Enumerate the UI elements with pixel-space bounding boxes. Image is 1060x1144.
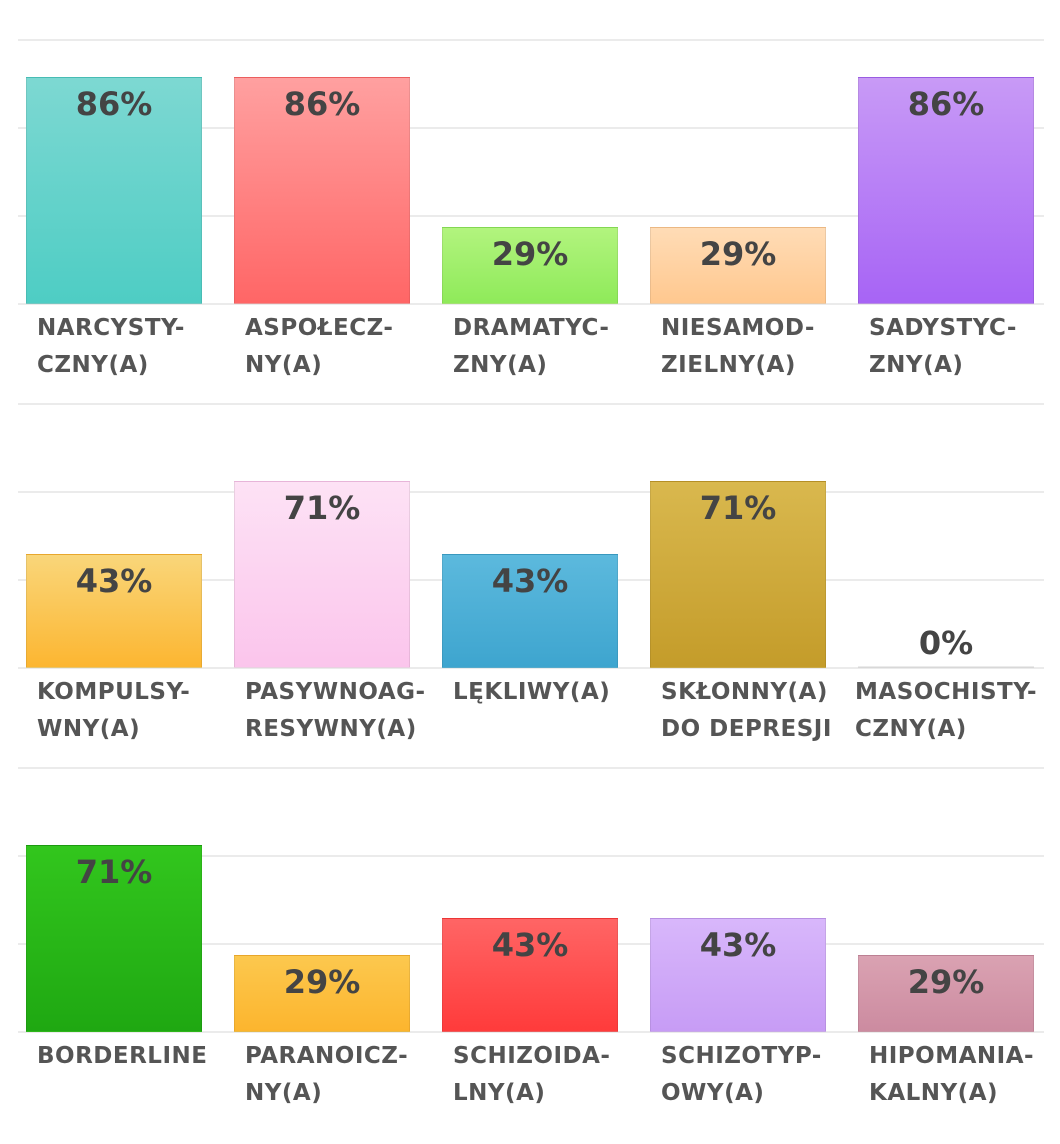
bar [442,227,618,304]
category-label-line: KALNY(A) [869,1080,999,1106]
bar [26,844,202,1032]
value-label: 0% [918,624,974,662]
gridline [18,127,1044,129]
category-label-line: PASYWNOAG- [245,679,426,705]
category-label-line: DO DEPRESJI [661,716,832,742]
value-label: 29% [907,963,985,1002]
value-label: 71% [75,852,153,891]
category-label: SKŁONNY(A) DO DEPRESJI [661,674,832,748]
category-label-line: ZNY(A) [453,352,548,378]
bar [858,666,1034,668]
gridline [18,303,1044,305]
gridline [18,403,1044,405]
category-label: KOMPULSY- WNY(A) [37,674,190,748]
bar [234,480,410,668]
bar [650,918,826,1032]
category-label-line: SADYSTYC- [869,315,1017,341]
category-label: PARANOICZ- NY(A) [245,1038,408,1112]
category-label-line: RESYWNY(A) [245,716,417,742]
value-label: 43% [75,562,153,601]
category-label-line: PARANOICZ- [245,1043,409,1069]
category-label-line: SKŁONNY(A) [661,679,828,705]
chart-panel-3: 71% BORDERLINE 29% PARANOICZ- NY(A) 43% SCHIZ… [0,767,1060,1132]
category-label-line: HIPOMANIA- [869,1043,1035,1069]
value-label: 43% [491,562,569,601]
category-label-line: LĘKLIWY(A) [453,679,611,705]
value-label: 29% [491,235,569,274]
bar [234,76,410,304]
category-label: LĘKLIWY(A) [453,674,610,748]
category-label: PASYWNOAG- RESYWNY(A) [245,674,426,748]
category-label: HIPOMANIA- KALNY(A) [869,1038,1034,1112]
value-label: 29% [283,963,361,1002]
category-label: MASOCHISTY- CZNY(A) [855,674,1037,748]
value-label: 86% [907,84,985,123]
category-label-line: ZNY(A) [869,352,964,378]
category-label-line [453,711,610,748]
gridline [18,1031,1044,1033]
bar [858,955,1034,1032]
chart-panel-1: 86% NARCYSTY- CZNY(A) 86% ASPOŁECZ- NY(A) 29% D… [0,39,1060,404]
category-label-line [37,1075,207,1112]
category-label-line: WNY(A) [37,716,141,742]
value-label: 43% [491,926,569,965]
value-label: 86% [75,84,153,123]
category-label-line: CZNY(A) [37,352,149,378]
category-label-line: SCHIZOTYP- [661,1043,822,1069]
category-label: SCHIZOTYP- OWY(A) [661,1038,822,1112]
category-label: DRAMATYC- ZNY(A) [453,310,609,384]
bar [858,76,1034,304]
bar [650,480,826,668]
category-label-line: ZIELNY(A) [661,352,796,378]
category-label: SCHIZOIDA- LNY(A) [453,1038,610,1112]
category-label-line: LNY(A) [453,1080,546,1106]
gridline [18,667,1044,669]
gridline [18,855,1044,857]
category-label: ASPOŁECZ- NY(A) [245,310,393,384]
category-label-line: BORDERLINE [37,1043,208,1069]
bar [26,76,202,304]
category-label-line: DRAMATYC- [453,315,610,341]
value-label: 86% [283,84,361,123]
chart-panel-2: 43% KOMPULSY- WNY(A) 71% PASYWNOAG- RESYWNY(A… [0,403,1060,768]
category-label-line: KOMPULSY- [37,679,191,705]
category-label-line: CZNY(A) [855,716,967,742]
category-label-line: NY(A) [245,352,323,378]
bar [442,918,618,1032]
category-label-line: OWY(A) [661,1080,765,1106]
category-label-line: NARCYSTY- [37,315,185,341]
bar [234,955,410,1032]
bar [442,554,618,668]
value-label: 71% [699,488,777,527]
value-label: 43% [699,926,777,965]
category-label: NARCYSTY- CZNY(A) [37,310,185,384]
category-label-line: MASOCHISTY- [855,679,1038,705]
category-label-line: NIESAMOD- [661,315,815,341]
category-label: NIESAMOD- ZIELNY(A) [661,310,815,384]
category-label-line: NY(A) [245,1080,323,1106]
category-label-line: ASPOŁECZ- [245,315,394,341]
bar [26,554,202,668]
gridline [18,215,1044,217]
category-label-line: SCHIZOIDA- [453,1043,611,1069]
value-label: 71% [283,488,361,527]
bar [650,227,826,304]
gridline [18,39,1044,41]
gridline [18,491,1044,493]
category-label: SADYSTYC- ZNY(A) [869,310,1017,384]
gridline [18,767,1044,769]
category-label: BORDERLINE [37,1038,207,1112]
value-label: 29% [699,235,777,274]
